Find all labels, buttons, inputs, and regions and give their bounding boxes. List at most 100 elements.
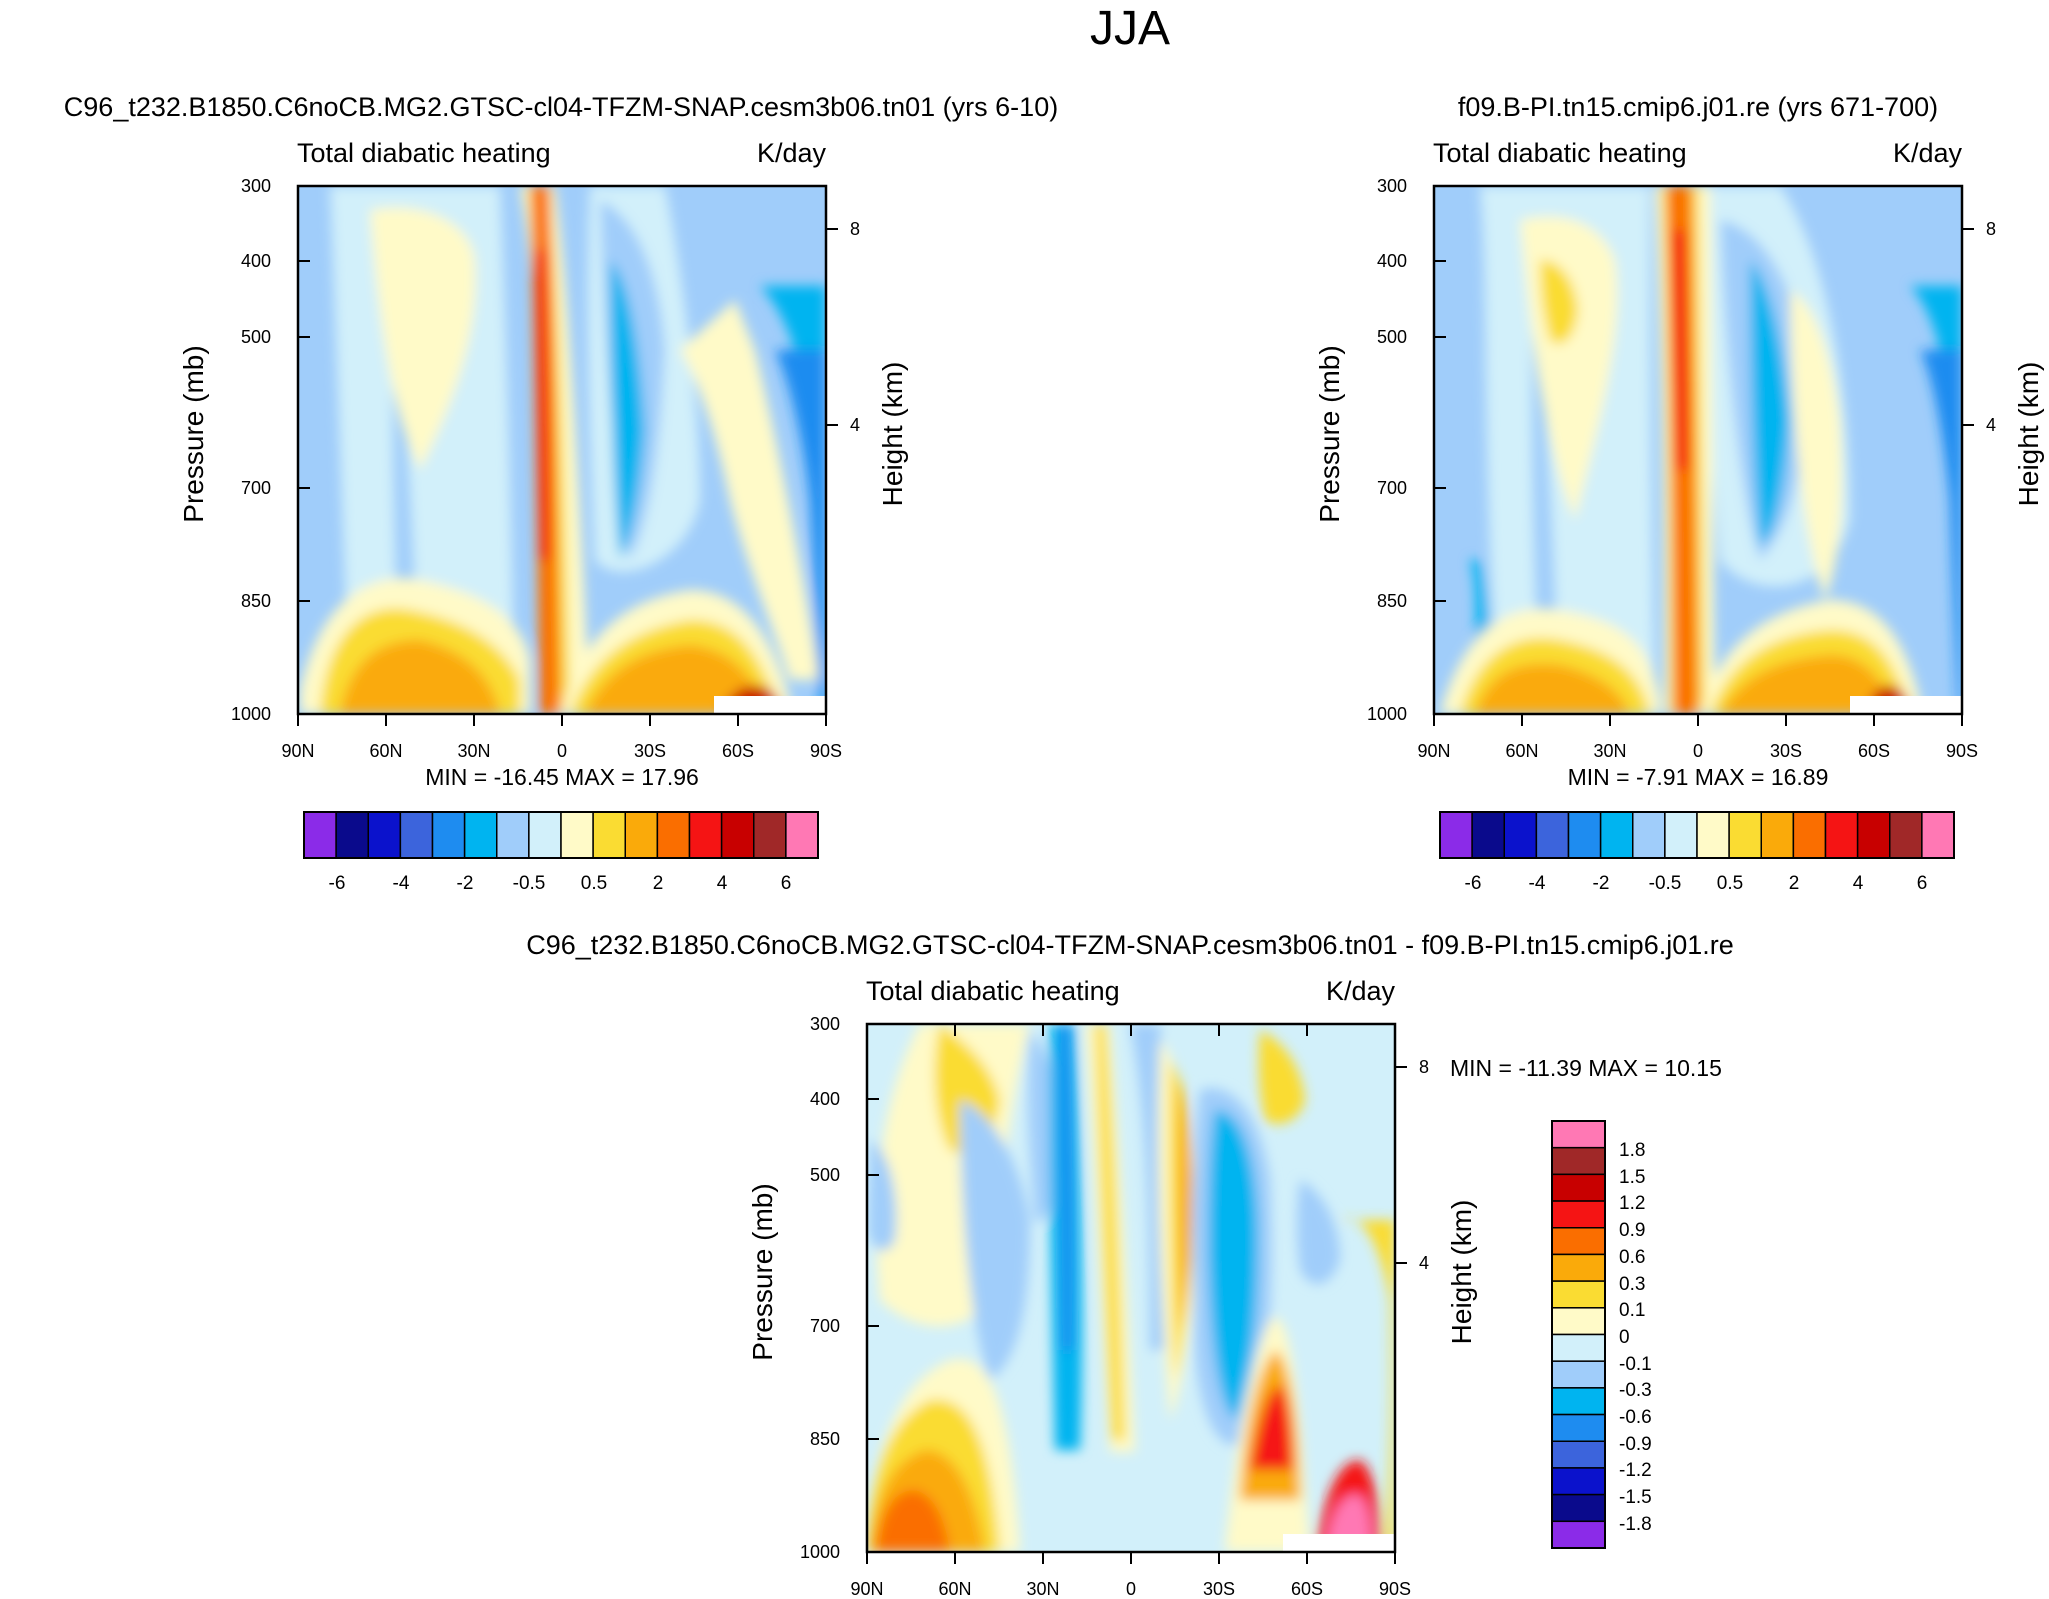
min-max-stats: MIN = -11.39 MAX = 10.15 [1450, 1055, 1722, 1081]
colorbar-swatch [463, 811, 498, 859]
colorbar-label: 0.1 [1619, 1300, 1645, 1321]
colorbar-swatch [1567, 811, 1602, 859]
y-tick-label: 300 [1377, 176, 1407, 196]
x-tick-label: 30S [634, 741, 666, 761]
colorbar-swatches [1551, 1120, 1606, 1549]
x-tick-label: 30S [1770, 741, 1802, 761]
colorbar-label: -1.8 [1619, 1514, 1652, 1535]
colorbar-swatch [1728, 811, 1762, 859]
x-tick-label: 0 [1693, 741, 1703, 761]
y-right-tick-label: 4 [1419, 1253, 1429, 1273]
contour-field [865, 1022, 1397, 1554]
contour-field [1432, 184, 1964, 716]
colorbar-swatch [528, 811, 562, 859]
colorbar: -6 -4 -2 -0.5 0.5 2 4 6 [1439, 811, 1955, 894]
x-tick-label: 90N [850, 1579, 883, 1599]
y-tick-label: 700 [810, 1316, 840, 1336]
y-tick-label: 400 [241, 251, 271, 271]
y-tick-label: 500 [241, 327, 271, 347]
colorbar-label: 6 [781, 873, 792, 894]
colorbar-swatch [1551, 1387, 1606, 1416]
colorbar-swatch [1824, 811, 1859, 859]
y-axis-label: Pressure (mb) [178, 345, 209, 522]
y-axis: 300 400 500 700 850 1000 [1367, 176, 1446, 724]
colorbar-swatch [592, 811, 626, 859]
colorbar-swatch [431, 811, 466, 859]
colorbar-label: -0.1 [1619, 1354, 1652, 1375]
colorbar-swatch [399, 811, 434, 859]
y-axis-label-right: Height (km) [1446, 1200, 1477, 1345]
colorbar-label: -4 [1529, 873, 1546, 894]
colorbar-label: -6 [329, 873, 346, 894]
y-tick-label: 300 [810, 1014, 840, 1034]
colorbar-swatch [1439, 811, 1473, 859]
colorbar-label: 1.2 [1619, 1193, 1645, 1214]
colorbar-swatch [688, 811, 723, 859]
y-right-tick-label: 8 [850, 219, 860, 239]
colorbar-label: 2 [1789, 873, 1800, 894]
min-max-stats: MIN = -16.45 MAX = 17.96 [425, 764, 699, 790]
panel-left-title: Total diabatic heating [866, 976, 1120, 1006]
colorbar-swatch [1551, 1440, 1606, 1469]
colorbar-swatch [1551, 1120, 1606, 1149]
colorbar-swatch [785, 811, 819, 859]
y-tick-label: 1000 [1367, 704, 1407, 724]
colorbar-swatch [1599, 811, 1634, 859]
colorbar: -6 -4 -2 -0.5 0.5 2 4 6 [303, 811, 819, 894]
colorbar-swatch [1921, 811, 1955, 859]
x-tick-label: 60N [1505, 741, 1538, 761]
colorbar-swatch [624, 811, 659, 859]
colorbar-swatch [560, 811, 594, 859]
y-tick-label: 1000 [231, 704, 271, 724]
panel-left-title: Total diabatic heating [297, 138, 551, 168]
y-tick-label: 700 [1377, 478, 1407, 498]
colorbar-swatch [1551, 1520, 1606, 1549]
x-tick-label: 30N [457, 741, 490, 761]
colorbar-label: 0.5 [581, 873, 607, 894]
colorbar-swatch [1760, 811, 1795, 859]
x-tick-label: 60S [1858, 741, 1890, 761]
colorbar-swatches [1439, 811, 1955, 859]
colorbar-label: 2 [653, 873, 664, 894]
colorbar-label: -0.3 [1619, 1380, 1652, 1401]
y-axis-label: Pressure (mb) [747, 1183, 778, 1360]
y-right-tick-label: 4 [850, 415, 860, 435]
colorbar-swatch [1792, 811, 1827, 859]
panel-case-title: C96_t232.B1850.C6noCB.MG2.GTSC-cl04-TFZM… [526, 930, 1734, 960]
panel-units: K/day [1326, 976, 1396, 1006]
y-axis-right: 8 4 [1395, 1057, 1429, 1273]
colorbar-label: -0.9 [1619, 1434, 1652, 1455]
colorbar-swatch [1551, 1227, 1606, 1256]
x-tick-label: 30N [1593, 741, 1626, 761]
colorbar-label: 4 [1853, 873, 1864, 894]
panel-units: K/day [757, 138, 827, 168]
y-right-tick-label: 8 [1419, 1057, 1429, 1077]
x-tick-label: 60S [722, 741, 754, 761]
x-tick-label: 90S [1946, 741, 1978, 761]
y-tick-label: 500 [1377, 327, 1407, 347]
colorbar-swatch [1551, 1173, 1606, 1202]
colorbar-swatch [1551, 1146, 1606, 1176]
x-tick-label: 90S [1379, 1579, 1411, 1599]
y-right-tick-label: 4 [1986, 415, 1996, 435]
x-axis: 90N 60N 30N 0 30S 60S 90S [281, 714, 842, 761]
colorbar-label: 0.3 [1619, 1274, 1645, 1295]
colorbar-swatch [1856, 811, 1891, 859]
colorbar-swatch [303, 811, 337, 859]
colorbar-swatch [720, 811, 755, 859]
y-axis: 300 400 500 700 850 1000 [231, 176, 310, 724]
colorbar-swatch [1551, 1307, 1606, 1336]
x-tick-label: 30N [1026, 1579, 1059, 1599]
colorbar-label: -0.6 [1619, 1407, 1652, 1428]
colorbar-swatch [1551, 1280, 1606, 1309]
colorbar-swatch [1696, 811, 1730, 859]
colorbar-swatch [1889, 811, 1923, 859]
y-tick-label: 300 [241, 176, 271, 196]
colorbar-label: -6 [1465, 873, 1482, 894]
y-tick-label: 400 [810, 1089, 840, 1109]
colorbar-swatch [1551, 1253, 1606, 1282]
y-tick-label: 500 [810, 1165, 840, 1185]
colorbar-label: 1.8 [1619, 1140, 1645, 1161]
colorbar-label: -2 [1593, 873, 1610, 894]
